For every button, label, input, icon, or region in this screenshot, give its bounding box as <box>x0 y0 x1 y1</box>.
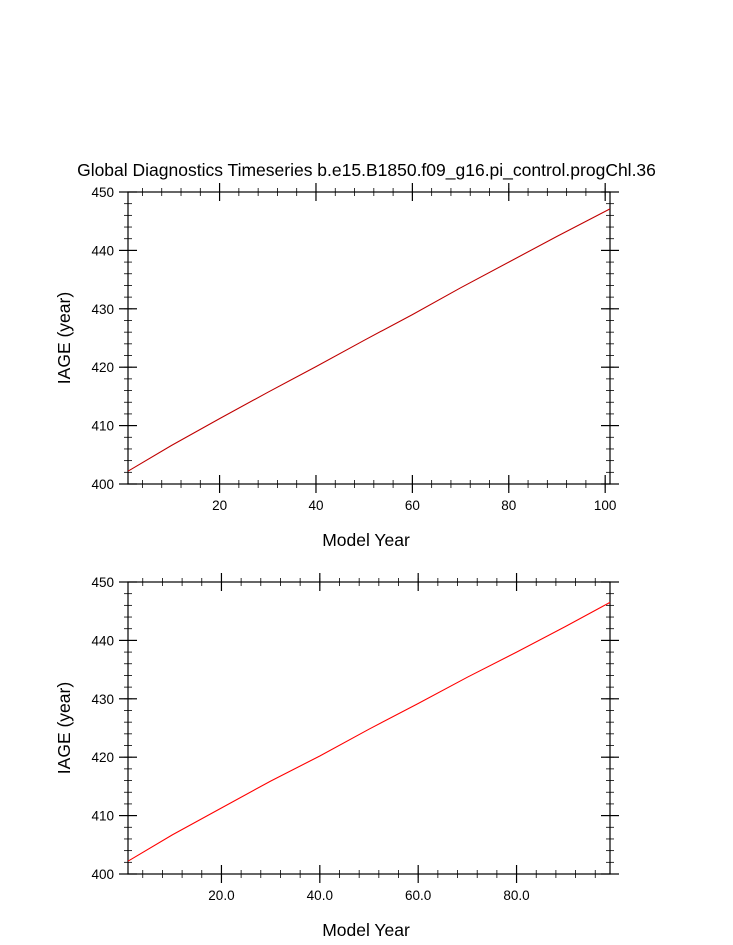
x-tick-label: 80 <box>501 498 516 513</box>
y-axis-label: IAGE (year) <box>54 292 74 384</box>
x-tick-label: 20.0 <box>208 888 234 903</box>
x-tick-label: 80.0 <box>503 888 529 903</box>
series-line <box>127 601 611 862</box>
chart-title: Global Diagnostics Timeseries b.e15.B185… <box>77 160 656 180</box>
bottom-panel: 20.0 40.0 60.0 80.0 400 410 420 430 440 450 Model … <box>54 573 619 940</box>
x-axis-label: Model Year <box>322 530 410 550</box>
x-tick-label: 60 <box>405 498 420 513</box>
series-line <box>127 208 611 472</box>
x-tick-label: 40 <box>308 498 323 513</box>
y-tick-label: 450 <box>91 185 114 200</box>
y-tick-label: 440 <box>91 633 114 648</box>
y-tick-label: 400 <box>91 477 114 492</box>
y-tick-label: 420 <box>91 360 114 375</box>
y-tick-label: 410 <box>91 809 114 824</box>
y-tick-label: 450 <box>91 575 114 590</box>
plot-frame <box>127 581 611 875</box>
x-tick-label: 20 <box>212 498 227 513</box>
x-tick-label: 100 <box>594 498 617 513</box>
y-tick-label: 420 <box>91 750 114 765</box>
plot-frame <box>127 191 611 485</box>
y-tick-label: 410 <box>91 419 114 434</box>
y-tick-label: 400 <box>91 867 114 882</box>
y-tick-label: 430 <box>91 302 114 317</box>
top-panel: 20 40 60 80 100 400 410 420 430 440 450 Model Year I… <box>54 183 619 550</box>
x-axis-label: Model Year <box>322 920 410 940</box>
y-axis-label: IAGE (year) <box>54 682 74 774</box>
x-tick-label: 60.0 <box>405 888 431 903</box>
y-tick-label: 440 <box>91 243 114 258</box>
x-tick-label: 40.0 <box>307 888 333 903</box>
y-tick-label: 430 <box>91 692 114 707</box>
